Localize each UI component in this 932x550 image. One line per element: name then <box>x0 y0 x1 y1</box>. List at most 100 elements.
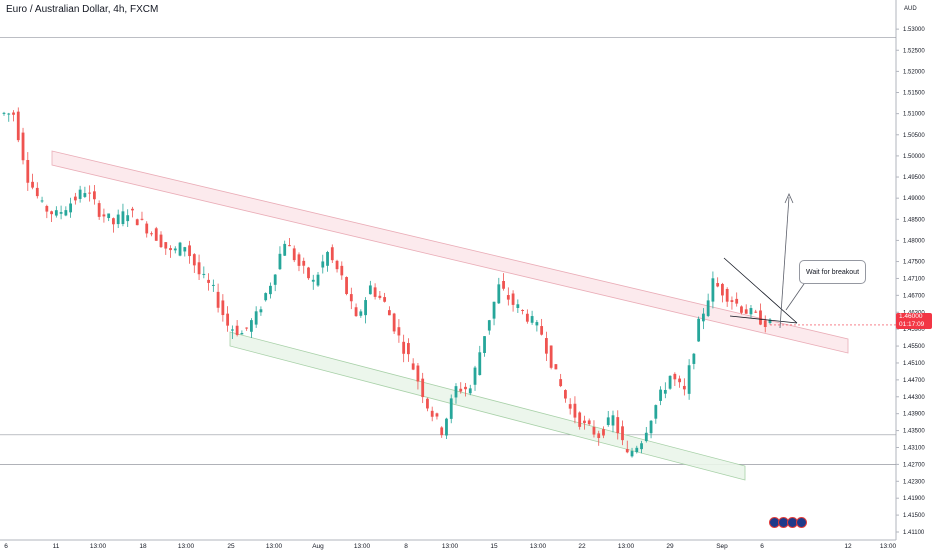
candle-body <box>592 426 596 435</box>
candle-body <box>435 413 439 417</box>
candle-body <box>749 308 753 315</box>
candle-body <box>335 260 339 270</box>
candle-body <box>711 278 715 302</box>
candle-body <box>354 307 358 317</box>
candle-body <box>269 285 272 295</box>
candle-body <box>211 284 215 286</box>
candle-body <box>83 193 87 197</box>
x-tick-label: 25 <box>227 543 235 550</box>
candle-body <box>131 208 134 211</box>
candle-body <box>73 196 77 201</box>
candle-body <box>250 320 253 332</box>
candle-body <box>150 233 153 235</box>
event-flag-icon[interactable] <box>796 517 807 528</box>
x-tick-label: 22 <box>578 543 586 550</box>
y-tick-label: 1.41500 <box>903 513 925 519</box>
candle-body <box>725 288 729 302</box>
y-tick-label: 1.47100 <box>903 276 925 282</box>
candle-body <box>50 211 53 215</box>
candle-body <box>387 310 391 316</box>
y-tick-label: 1.41100 <box>903 530 925 536</box>
candle-body <box>92 191 96 200</box>
x-tick-label: Sep <box>716 543 728 550</box>
candle-body <box>35 187 39 197</box>
x-tick-label: 13:00 <box>880 543 897 550</box>
candle-body <box>345 277 348 295</box>
candle-body <box>549 345 553 368</box>
candle-body <box>759 310 762 325</box>
candle-body <box>349 294 353 302</box>
candle-body <box>635 447 639 453</box>
y-tick-label: 1.49000 <box>903 196 925 202</box>
candle-body <box>478 352 482 376</box>
candle-body <box>21 132 25 161</box>
candle-body <box>701 313 705 322</box>
candle-body <box>573 403 577 418</box>
candle-body <box>326 252 329 266</box>
candle-body <box>744 309 748 314</box>
y-tick-label: 1.47500 <box>903 260 925 266</box>
candle-body <box>145 223 149 234</box>
y-tick-label: 1.45900 <box>903 327 925 333</box>
support-channel <box>229 331 746 481</box>
y-tick-label: 1.50500 <box>903 133 925 139</box>
candle-body <box>45 206 49 212</box>
candle-body <box>202 273 206 275</box>
candle-body <box>69 203 73 213</box>
candle-body <box>559 379 563 387</box>
x-tick-label: Aug <box>312 543 324 550</box>
candle-body <box>692 353 696 364</box>
candle-body <box>112 218 115 225</box>
candle-body <box>283 243 287 256</box>
candle-body <box>763 320 767 327</box>
candle-body <box>378 295 382 298</box>
x-tick-label: 15 <box>490 543 498 550</box>
candle-body <box>497 284 501 304</box>
candle-body <box>59 212 63 214</box>
candle-body <box>411 363 415 370</box>
candle-body <box>307 267 310 279</box>
candle-body <box>264 293 268 301</box>
candle-body <box>373 287 377 297</box>
candle-body <box>383 297 387 302</box>
candle-body <box>530 316 534 323</box>
candle-body <box>740 306 743 313</box>
candle-body <box>659 389 662 401</box>
candle-body <box>506 295 510 300</box>
candle-body <box>587 420 591 425</box>
candle-body <box>407 343 410 355</box>
note-connector <box>785 280 807 311</box>
candle-body <box>544 338 548 354</box>
candle-body <box>288 245 291 247</box>
candle-body <box>416 365 420 382</box>
candle-body <box>164 242 168 249</box>
candle-body <box>473 367 477 385</box>
event-flags[interactable] <box>769 517 807 528</box>
candle-body <box>525 313 529 322</box>
breakout-note[interactable]: Wait for breakout <box>799 260 866 284</box>
candle-body <box>697 318 701 342</box>
y-tick-label: 1.43900 <box>903 412 925 418</box>
x-tick-label: 13:00 <box>442 543 459 550</box>
x-tick-label: 13:00 <box>618 543 635 550</box>
y-tick-label: 1.44700 <box>903 378 925 384</box>
candle-body <box>668 375 672 389</box>
y-tick-label: 1.45500 <box>903 344 925 350</box>
candle-body <box>26 160 30 183</box>
candle-body <box>64 210 68 216</box>
chart-title: Euro / Australian Dollar, 4h, FXCM <box>6 4 159 15</box>
y-tick-label: 1.44300 <box>903 395 925 401</box>
candle-body <box>254 311 258 325</box>
candle-body <box>721 283 724 296</box>
candle-body <box>649 420 653 434</box>
x-tick-label: 6 <box>4 543 8 550</box>
candle-body <box>235 325 239 335</box>
candle-body <box>173 248 177 251</box>
candle-body <box>102 214 106 217</box>
current-price-value: 1.46000 <box>899 313 923 320</box>
y-tick-label: 1.52000 <box>903 69 925 75</box>
candle-body <box>611 415 615 426</box>
candle-body <box>483 336 486 353</box>
x-tick-label: 29 <box>666 543 674 550</box>
